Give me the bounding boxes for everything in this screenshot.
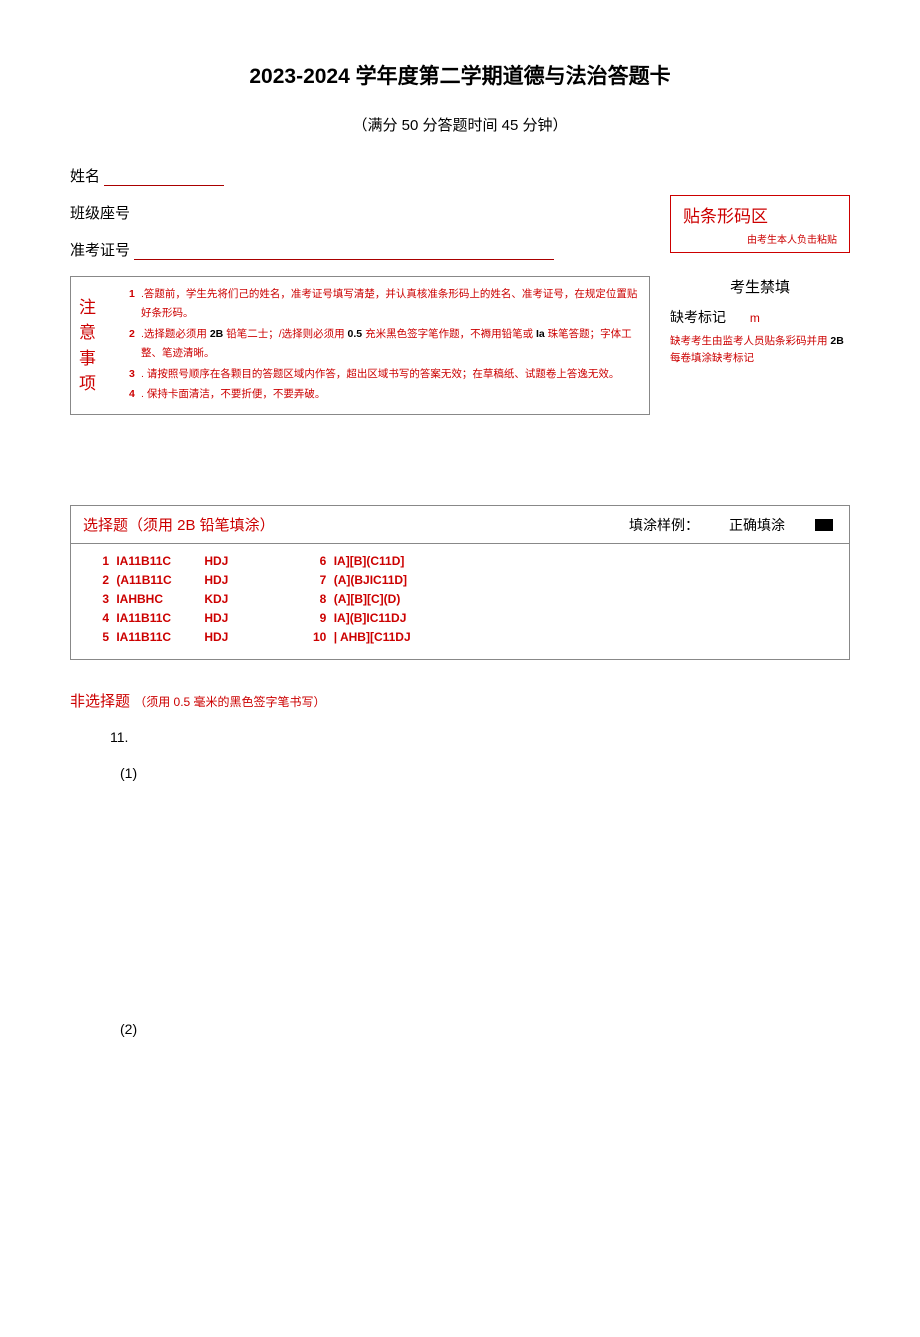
absent-note-bold: 2B: [830, 335, 843, 347]
examinee-section: 考生禁填 缺考标记 m 缺考考生由监考人员贴条彩码并用 2B 每卷填涂缺考标记: [670, 276, 850, 415]
choice-row-2[interactable]: 2 (A11B11C HDJ: [91, 573, 228, 587]
notice-label: 注意 事项: [71, 277, 119, 414]
choice-row-9[interactable]: 9 IA](B]IC11DJ: [308, 611, 410, 625]
notice-label-2: 事项: [79, 346, 111, 397]
notice-text-3: . 请按照号顺序在各颗目的答题区域内作答，超出区域书写的答案无效；在草稿纸、试题…: [141, 365, 619, 384]
cextra-3: KDJ: [204, 592, 228, 606]
non-choice-title: 非选择题 （须用 0.5 毫米的黑色签字笔书写）: [70, 690, 850, 711]
cnum-5: 5: [91, 630, 109, 644]
cnum-7: 7: [308, 573, 326, 587]
cnum-2: 2: [91, 573, 109, 587]
notice-area: 注意 事项 1 .答题前，学生先将们己的姓名，准考证号填写清楚，并认真核准条形码…: [70, 276, 850, 415]
copts-6: IA][B](C11D]: [334, 554, 405, 568]
copts-7: (A](BJIC11D]: [334, 573, 407, 587]
notice-item-2: 2 .选择题必须用 2B 铅笔二士；/选择则必须用 0.5 充米黑色签字笔作题，…: [129, 325, 639, 363]
cnum-1: 1: [91, 554, 109, 568]
n2-prefix: .选择题必须用: [141, 328, 210, 340]
n2-m1: 铅笔二士；/选择则必须用: [223, 328, 347, 340]
choice-row-3[interactable]: 3 IAHBHC KDJ: [91, 592, 228, 606]
absent-mark: m: [750, 311, 760, 325]
copts-8: (A][B][C](D): [334, 592, 401, 606]
cnum-3: 3: [91, 592, 109, 606]
choice-row-5[interactable]: 5 IA11B11C HDJ: [91, 630, 228, 644]
absent-note-suffix: 每卷填涂缺考标记: [670, 352, 754, 364]
copts-5: IA11B11C: [116, 630, 196, 644]
notice-num-2: 2: [129, 325, 141, 363]
header-section: 姓名 班级座号 准考证号 贴条形码区 由考生本人负击粘贴: [70, 165, 850, 260]
copts-3: IAHBHC: [116, 592, 196, 606]
question-11-1[interactable]: (1): [120, 765, 850, 781]
cnum-6: 6: [308, 554, 326, 568]
non-choice-sub: （须用 0.5 毫米的黑色签字笔书写）: [134, 695, 325, 709]
notice-item-1: 1 .答题前，学生先将们己的姓名，准考证号填写清楚，并认真核准条形码上的姓名、准…: [129, 285, 639, 323]
ticket-label: 准考证号: [70, 239, 130, 260]
n2-b1: 2B: [210, 328, 223, 340]
choice-row-10[interactable]: 10 | AHB][C11DJ: [308, 630, 410, 644]
examinee-title: 考生禁填: [670, 276, 850, 297]
absent-label: 缺考标记: [670, 309, 726, 325]
choice-section: 选择题（须用 2B 铅笔填涂） 填涂样例： 正确填涂 1 IA11B11C HDJ…: [70, 505, 850, 660]
n2-red: 作题: [439, 328, 460, 340]
n2-b3: Ia: [536, 328, 545, 340]
barcode-note: 由考生本人负击粘贴: [683, 231, 837, 246]
notice-text-4: . 保持卡面清洁，不要折便，不要弄破。: [141, 385, 325, 404]
n2-b2: 0.5: [348, 328, 363, 340]
notice-item-3: 3 . 请按照号顺序在各颗目的答题区域内作答，超出区域书写的答案无效；在草稿纸、…: [129, 365, 639, 384]
cnum-9: 9: [308, 611, 326, 625]
choice-body: 1 IA11B11CHDJ 2 (A11B11CHDJ 3 IAHBHCKDJ …: [71, 544, 849, 659]
cextra-5: HDJ: [204, 630, 228, 644]
barcode-box: 贴条形码区 由考生本人负击粘贴: [670, 195, 850, 253]
class-seat-label: 班级座号: [70, 202, 130, 223]
name-field-row: 姓名: [70, 165, 850, 186]
copts-10: | AHB][C11DJ: [334, 630, 411, 644]
fill-sample-label: 填涂样例：: [629, 515, 699, 535]
fill-box-icon: [815, 519, 833, 531]
cnum-10: 10: [308, 630, 326, 644]
cextra-1: HDJ: [204, 554, 228, 568]
name-line[interactable]: [104, 172, 224, 186]
question-11-2[interactable]: (2): [120, 1021, 850, 1037]
notice-content: 1 .答题前，学生先将们己的姓名，准考证号填写清楚，并认真核准条形码上的姓名、准…: [119, 277, 649, 414]
question-11: 11.: [110, 729, 850, 745]
cextra-2: HDJ: [204, 573, 228, 587]
notice-text-2: .选择题必须用 2B 铅笔二士；/选择则必须用 0.5 充米黑色签字笔作题，不褥…: [141, 325, 639, 363]
copts-2: (A11B11C: [116, 573, 196, 587]
copts-9: IA](B]IC11DJ: [334, 611, 407, 625]
choice-row-6[interactable]: 6 IA][B](C11D]: [308, 554, 410, 568]
choice-header: 选择题（须用 2B 铅笔填涂） 填涂样例： 正确填涂: [71, 506, 849, 544]
choice-row-4[interactable]: 4 IA11B11C HDJ: [91, 611, 228, 625]
choice-row-7[interactable]: 7 (A](BJIC11D]: [308, 573, 410, 587]
choice-row-8[interactable]: 8 (A][B][C](D): [308, 592, 410, 606]
name-label: 姓名: [70, 165, 100, 186]
notice-num-3: 3: [129, 365, 141, 384]
absent-row: 缺考标记 m: [670, 307, 850, 327]
n2-m3: ，不褥用铅笔或: [460, 328, 536, 340]
choice-header-right: 填涂样例： 正确填涂: [613, 506, 849, 543]
notice-num-1: 1: [129, 285, 141, 323]
notice-label-1: 注意: [79, 295, 111, 346]
subtitle: （满分 50 分答题时间 45 分钟）: [70, 114, 850, 135]
absent-note-prefix: 缺考考生由监考人员贴条彩码并用: [670, 335, 830, 347]
copts-1: IA11B11C: [116, 554, 196, 568]
notice-text-1: .答题前，学生先将们己的姓名，准考证号填写清楚，并认真核准条形码上的姓名、准考证…: [141, 285, 639, 323]
n2-m2: 充米黑色签字笔: [362, 328, 438, 340]
notice-item-4: 4 . 保持卡面清洁，不要折便，不要弄破。: [129, 385, 639, 404]
non-choice-main: 非选择题: [70, 693, 130, 710]
choice-row-1[interactable]: 1 IA11B11C HDJ: [91, 554, 228, 568]
cnum-4: 4: [91, 611, 109, 625]
main-title: 2023-2024 学年度第二学期道德与法治答题卡: [70, 60, 850, 90]
correct-fill-label: 正确填涂: [729, 515, 785, 535]
choice-col-1: 1 IA11B11CHDJ 2 (A11B11CHDJ 3 IAHBHCKDJ …: [91, 554, 228, 649]
notice-num-4: 4: [129, 385, 141, 404]
notice-box: 注意 事项 1 .答题前，学生先将们己的姓名，准考证号填写清楚，并认真核准条形码…: [70, 276, 650, 415]
choice-col-2: 6 IA][B](C11D] 7 (A](BJIC11D] 8 (A][B][C…: [308, 554, 410, 649]
copts-4: IA11B11C: [116, 611, 196, 625]
ticket-line[interactable]: [134, 246, 554, 260]
barcode-title: 贴条形码区: [683, 202, 837, 227]
absent-note: 缺考考生由监考人员贴条彩码并用 2B 每卷填涂缺考标记: [670, 333, 850, 367]
cnum-8: 8: [308, 592, 326, 606]
choice-header-left: 选择题（须用 2B 铅笔填涂）: [71, 506, 613, 543]
cextra-4: HDJ: [204, 611, 228, 625]
